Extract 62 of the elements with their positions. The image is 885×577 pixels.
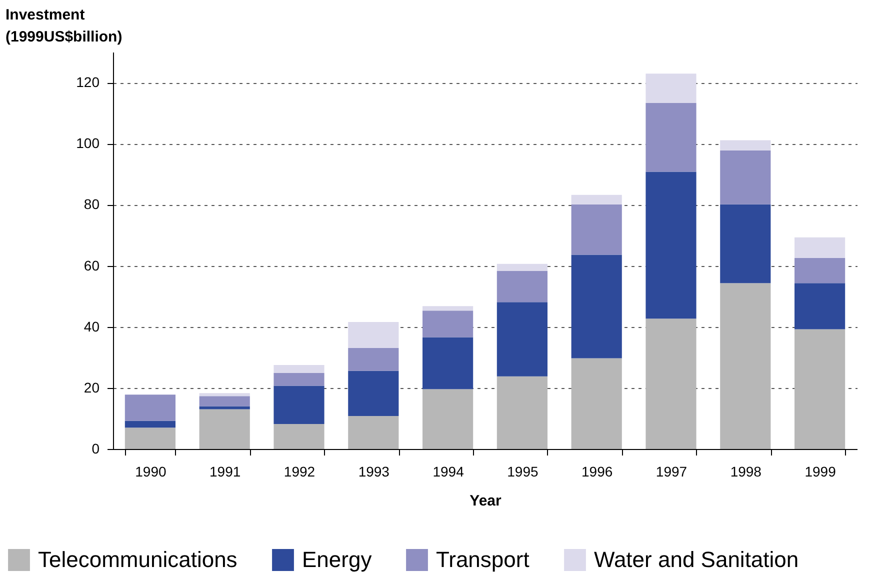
bar [496, 376, 548, 449]
x-tick-label: 1992 [284, 464, 316, 480]
legend-label: Telecommunications [38, 547, 238, 572]
bar [422, 389, 474, 449]
bar [348, 348, 399, 371]
x-tick-label: 1999 [804, 464, 836, 480]
x-tick-label: 1995 [507, 464, 538, 480]
y-tick-label: 120 [76, 74, 100, 90]
x-tick-label: 1997 [656, 464, 688, 480]
legend-label: Energy [302, 547, 372, 572]
bar [199, 409, 250, 449]
y-tick-label: 20 [84, 379, 100, 396]
y-tick-label: 0 [92, 440, 100, 456]
bar [422, 310, 474, 338]
bar [422, 337, 474, 390]
y-tick-label: 80 [84, 196, 100, 212]
bar [199, 393, 250, 396]
bar [124, 428, 176, 449]
bar [199, 406, 250, 410]
x-tick-label: 1994 [432, 464, 464, 480]
bar [720, 204, 771, 284]
bar [496, 302, 548, 376]
y-tick-label: 60 [84, 257, 100, 274]
bar [348, 370, 399, 416]
bar [422, 306, 474, 311]
bar [720, 283, 771, 449]
y-tick-label: 100 [76, 135, 100, 152]
bar [124, 420, 176, 428]
bar [794, 329, 846, 449]
bar [199, 396, 250, 406]
bar [274, 372, 324, 386]
bar [720, 150, 771, 204]
bar [348, 322, 399, 348]
bar [646, 318, 696, 449]
x-axis-title: Year [470, 492, 502, 510]
x-tick-label: 1998 [730, 464, 762, 480]
x-tick-label: 1996 [582, 464, 613, 480]
bar [124, 394, 176, 421]
bar [274, 365, 324, 373]
legend-label: Water and Sanitation [594, 547, 799, 572]
bar [571, 358, 622, 449]
bar [571, 254, 622, 358]
x-tick-label: 1993 [358, 464, 390, 480]
bar [571, 204, 622, 255]
bar [348, 416, 399, 449]
bar [274, 424, 324, 449]
bar [496, 264, 548, 271]
bar [274, 386, 324, 424]
bar [646, 172, 696, 319]
y-axis-title: Investment (1999US$billion) [6, 6, 122, 46]
bar [794, 258, 846, 284]
bar [720, 140, 771, 150]
x-tick-label: 1991 [210, 464, 241, 480]
bar [571, 194, 622, 204]
bar [794, 237, 846, 258]
bar [496, 270, 548, 302]
y-tick-label: 40 [84, 318, 100, 334]
bar [646, 103, 696, 172]
x-tick-label: 1990 [135, 464, 166, 480]
legend-label: Transport [436, 547, 530, 572]
bar [646, 74, 696, 103]
bar [794, 283, 846, 330]
